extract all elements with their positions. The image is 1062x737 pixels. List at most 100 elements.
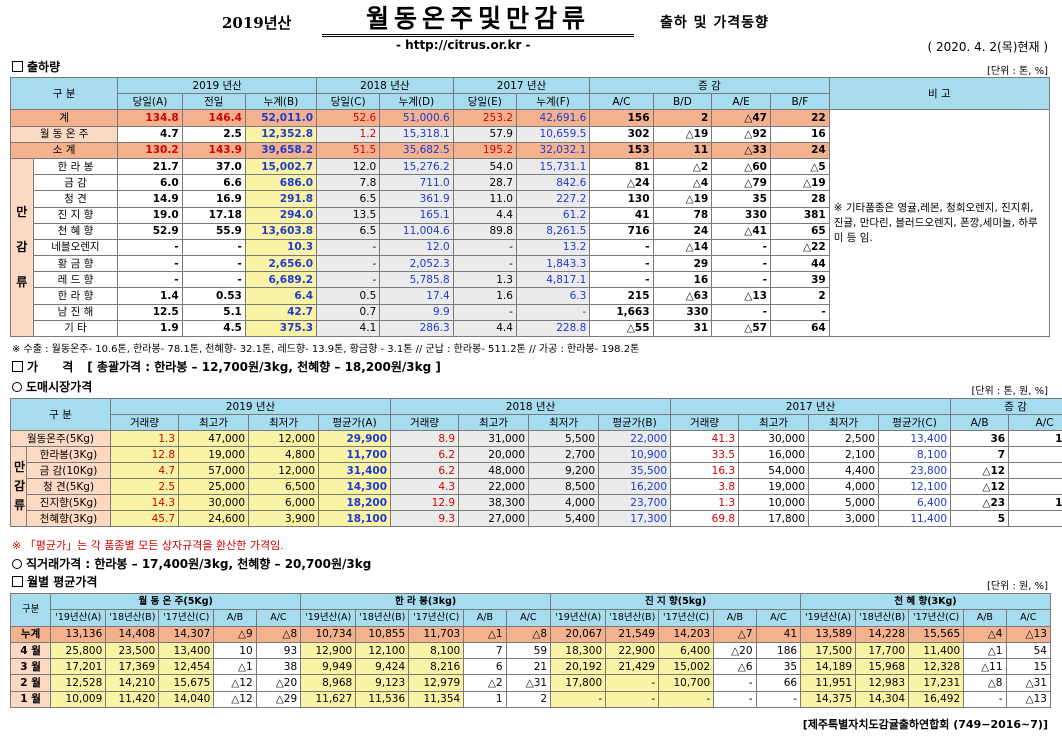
data-cell: 6,400 — [878, 494, 952, 511]
shipment-unit: [단위 : 톤, %] — [987, 66, 1048, 77]
subheader-cell: 최고가 — [738, 414, 810, 431]
data-cell: 24,600 — [178, 510, 250, 527]
data-cell: 15,731.1 — [515, 157, 591, 176]
subheader-cell: A/B — [213, 609, 257, 627]
data-cell: - — [605, 674, 660, 692]
data-cell: 16.9 — [181, 190, 246, 208]
data-cell: 17,500 — [800, 641, 857, 660]
header-gubun: 구분 — [9, 593, 52, 627]
data-cell: 1,663 — [589, 303, 654, 321]
subheader-cell: '18년산(B) — [105, 609, 160, 627]
data-cell: 330 — [652, 303, 713, 321]
data-cell: 6,000 — [248, 494, 320, 511]
data-cell: 6.6 — [181, 174, 246, 192]
data-cell: △47 — [711, 109, 771, 127]
row-label: 금 감 — [32, 174, 119, 192]
row-label: 황 금 향 — [32, 255, 119, 273]
data-cell: 10,009 — [50, 690, 107, 709]
data-cell: - — [117, 271, 183, 289]
data-cell: 3,000 — [808, 510, 880, 527]
data-cell: 11,400 — [908, 641, 965, 660]
data-cell: 686.0 — [244, 174, 318, 192]
data-cell: 31,400 — [318, 462, 392, 479]
data-cell: 57,000 — [178, 462, 250, 479]
data-cell: 294.0 — [244, 206, 318, 224]
row-label: 계 — [9, 109, 119, 127]
report-subtitle: 출하 및 가격동향 — [660, 15, 769, 31]
header-gubun: 구 분 — [9, 76, 119, 111]
data-cell: - — [316, 238, 381, 257]
subheader-cell: A/B — [963, 609, 1007, 627]
data-cell: 55.9 — [181, 222, 246, 240]
data-cell: 286.3 — [379, 319, 454, 338]
table-row: 소 계 130.2 143.9 39,658.2 51.5 35,682.5 195.2 32… — [9, 141, 1050, 159]
data-cell: - — [658, 690, 715, 709]
data-cell: 51.5 — [316, 141, 381, 159]
data-cell: 1.6 — [452, 287, 517, 305]
data-cell: 42.7 — [244, 303, 318, 321]
data-cell: △11 — [963, 658, 1007, 676]
data-cell: 6.4 — [244, 287, 318, 305]
subheader-cell: '18년산(B) — [605, 609, 660, 627]
data-cell: 2,052.3 — [379, 255, 454, 273]
data-cell: - — [515, 303, 591, 321]
wholesale-price-table: 구 분 2019 년산 2018 년산 2017 년산 증 감 거래량 최고가 최저가 평균가(… — [9, 398, 1062, 527]
data-cell: - — [181, 255, 246, 273]
data-cell: 10,000 — [738, 494, 810, 511]
data-cell: △9 — [213, 625, 257, 643]
circle-bullet-icon — [12, 558, 22, 569]
header-year-2017: 2017 년산 — [452, 76, 591, 95]
data-cell: △31 — [505, 674, 552, 692]
data-cell: - — [713, 674, 757, 692]
data-cell: 21,549 — [605, 625, 660, 643]
data-cell: △1 — [463, 625, 507, 643]
data-cell: - — [452, 303, 517, 321]
data-cell: △24 — [589, 174, 654, 192]
data-cell: - — [711, 255, 771, 273]
data-cell: 30,000 — [738, 430, 810, 447]
data-cell: 28.7 — [452, 174, 517, 192]
data-cell: - — [316, 271, 381, 289]
data-cell: 13,136 — [50, 625, 107, 643]
data-cell: △4 — [963, 625, 1007, 643]
data-cell: 52,011.0 — [244, 109, 318, 127]
subheader-cell: A/C — [255, 609, 302, 627]
data-cell: 1 — [463, 690, 507, 709]
website-url[interactable]: - http://citrus.or.kr - — [396, 38, 531, 52]
data-cell: 38 — [255, 658, 302, 676]
data-cell: - — [452, 238, 517, 257]
data-cell: △12 — [950, 462, 1010, 479]
monthly-section-title: 월별 평균가격 — [12, 573, 97, 590]
data-cell: △2 — [463, 674, 507, 692]
subheader-cell: A/C — [755, 609, 802, 627]
subheader-cell: 거래량 — [390, 414, 460, 431]
data-cell: △8 — [255, 625, 302, 643]
report-title: 월동온주및만감류 — [322, 4, 634, 37]
row-label: 4 월 — [9, 641, 52, 660]
data-cell: 9,424 — [355, 658, 410, 676]
data-cell: 44 — [1008, 446, 1062, 463]
data-cell: 130.2 — [117, 141, 183, 159]
data-cell: 54,000 — [738, 462, 810, 479]
data-cell: △19 — [769, 174, 830, 192]
data-cell: 35 — [755, 658, 802, 676]
data-cell: 1.4 — [117, 287, 183, 305]
data-cell: 17,201 — [50, 658, 107, 676]
data-cell: 11.0 — [452, 190, 517, 208]
data-cell: 38,300 — [458, 494, 530, 511]
data-cell: 12.8 — [110, 446, 180, 463]
data-cell: 7.8 — [316, 174, 381, 192]
subheader-cell: 누계(F) — [515, 93, 591, 111]
data-cell: 0.53 — [181, 287, 246, 305]
data-cell: 14,210 — [105, 674, 160, 692]
data-cell: 17,369 — [105, 658, 160, 676]
data-cell: 17.18 — [181, 206, 246, 224]
data-cell: 8,100 — [878, 446, 952, 463]
data-cell: 1.2 — [316, 125, 381, 143]
data-cell: 18,100 — [318, 510, 392, 527]
data-cell: 153 — [589, 141, 654, 159]
